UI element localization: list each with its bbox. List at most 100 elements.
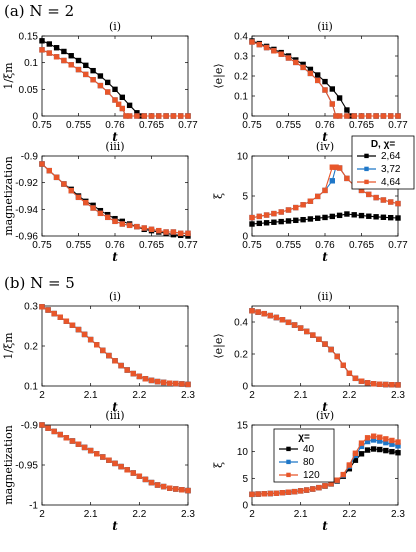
data-point [358,451,365,457]
data-point [358,113,365,119]
x-axis-label: t [322,130,328,144]
data-point [53,174,60,181]
data-point [185,113,191,119]
series-line [251,310,399,386]
x-tick-label: 2.1 [84,390,98,401]
data-point [273,490,280,496]
legend-box [273,428,335,483]
data-point [90,77,96,83]
data-point [185,230,191,237]
data-point [63,435,70,441]
data-point [178,230,184,237]
legend-entry-label: 4,64 [381,177,401,188]
data-point [39,47,45,53]
data-point [69,438,76,444]
x-tick-label: 0.75 [32,120,52,131]
x-tick-label: 2.2 [342,509,356,520]
legend-box [351,135,415,190]
data-point [100,454,106,460]
data-point [124,367,130,373]
data-point [383,381,389,388]
data-point [61,181,67,187]
data-point [278,209,284,215]
data-point [57,431,63,438]
data-point [126,222,133,229]
x-tick-label: 2.1 [294,390,308,401]
data-point [46,167,52,174]
data-point [297,325,304,331]
x-tick-label: 0.75 [242,120,262,131]
data-point [170,113,177,119]
data-point [297,488,304,494]
series-3 [39,304,191,388]
data-point [112,218,118,225]
data-point [130,470,136,476]
data-point [388,199,394,205]
data-point [380,197,387,203]
data-point [364,447,371,453]
y-tick-label: 0.1 [24,58,38,69]
series-line [251,166,399,219]
data-point [75,66,82,73]
data-point [310,332,316,338]
x-tick-label: 2.2 [132,390,146,401]
x-tick-label: 0.77 [388,120,408,131]
data-point [112,358,118,364]
data-point [83,71,89,78]
data-point [90,205,96,211]
legend-entry-label: 80 [303,457,315,468]
data-point [255,309,261,315]
y-axis-label: ⟨e|e⟩ [212,63,226,88]
y-tick-label: 0 [242,112,248,123]
x-tick-label: 2.3 [391,509,405,520]
data-point [263,212,270,218]
legend-swatch-marker [286,459,291,465]
data-point [249,308,255,314]
y-axis-label: magnetization [2,156,15,236]
data-point [316,484,322,491]
data-point [134,113,140,119]
data-point [340,471,346,478]
legend-entry-label: 40 [303,444,315,455]
data-point [370,446,377,452]
data-point [57,314,63,320]
x-tick-label: 0.755 [276,120,301,131]
series-line [251,41,398,117]
data-point [261,491,267,497]
data-point [142,476,149,483]
series-3 [249,308,401,388]
data-point [51,310,57,317]
y-tick-label: 15 [237,421,249,432]
panel-title: (i) [109,20,121,33]
data-point [87,447,94,454]
data-point [315,193,321,200]
x-axis-label: t [322,400,328,414]
x-tick-label: 0.77 [178,240,198,251]
data-point [322,341,328,347]
data-point [373,214,379,220]
legend-swatch-marker [364,179,369,185]
data-point [370,381,377,387]
data-point [39,38,45,44]
series-1 [39,38,191,119]
section-a-label: (a) N = 2 [4,2,74,20]
y-axis-label: ⟨e|e⟩ [212,333,226,358]
data-point [315,72,321,78]
x-axis-label: t [112,519,118,533]
data-point [46,41,52,47]
data-point [170,229,177,235]
data-point [346,370,353,376]
data-point [373,194,379,201]
data-point [105,214,111,221]
chart-panel-2: (ii) 0.75 0.755 0.76 0.765 0.77 0 0.1 0.2 0.3 0.4 t… [212,20,408,144]
x-tick-label: 2.3 [181,509,195,520]
data-point [163,113,169,119]
x-tick-label: 0.765 [139,240,164,251]
data-point [329,101,336,107]
series-1 [249,211,401,227]
y-tick-label: -0.94 [15,205,38,216]
series-line [41,306,189,385]
data-point [68,187,74,194]
series-line [41,424,189,492]
data-point [304,487,310,493]
